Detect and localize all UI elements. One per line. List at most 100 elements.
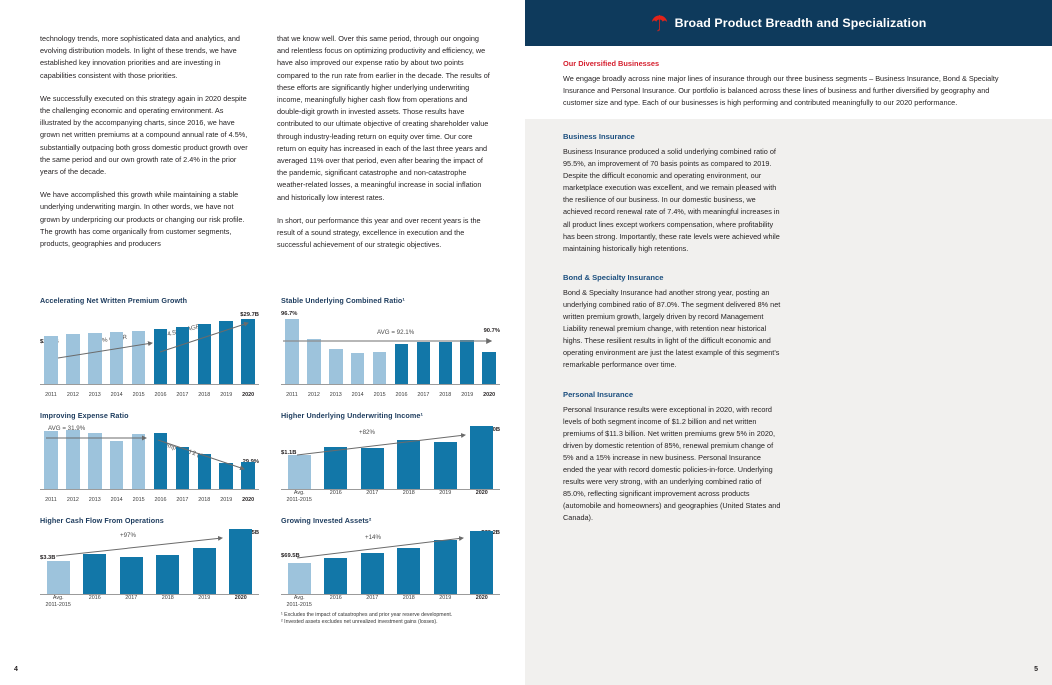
bar: [83, 554, 107, 594]
bar-slot: [128, 417, 150, 489]
start-value-label: $1.1B: [281, 450, 297, 456]
plot-area: $69.5B $79.2B +14% Avg.2011-201520162017…: [281, 530, 500, 608]
bar: [360, 448, 384, 489]
x-axis-tick-label: 2013: [88, 391, 101, 398]
x-axis-tick-label: 2020: [483, 391, 496, 398]
bar: [360, 553, 384, 594]
bar: [307, 338, 321, 384]
bar: [197, 454, 212, 489]
bar: [397, 440, 421, 489]
text-column-1: technology trends, more sophisticated da…: [40, 33, 255, 262]
bar: [324, 446, 348, 489]
x-axis-line: [40, 384, 259, 385]
bar-series: [40, 312, 259, 384]
bar-slot: [62, 417, 84, 489]
chart-title: Higher Cash Flow From Operations: [40, 516, 164, 525]
bar-slot: [412, 312, 434, 384]
bar-slot: [464, 522, 501, 594]
bar-slot: [434, 312, 456, 384]
x-axis-tick-label: 2013: [88, 496, 101, 503]
segment-text-column: Business Insurance Business Insurance pr…: [525, 119, 781, 542]
bar-slot: [40, 522, 77, 594]
bar: [153, 432, 168, 489]
bar-slot: [113, 522, 150, 594]
bar-slot: [215, 417, 237, 489]
bar-slot: [464, 417, 501, 489]
bar-slot: [62, 312, 84, 384]
x-axis-tick-label: 2018: [198, 391, 211, 398]
bar-slot: [281, 312, 303, 384]
bar-slot: [318, 417, 355, 489]
x-axis-line: [40, 489, 259, 490]
bar-series: [281, 417, 500, 489]
plot-area: $1.1B $2.0B +82% Avg.2011-20152016201720…: [281, 425, 500, 503]
bar-slot: [391, 312, 413, 384]
bar: [175, 447, 190, 489]
bar-slot: [106, 417, 128, 489]
bar-slot: [186, 522, 223, 594]
chart-row-3: Higher Cash Flow From Operations $3.3B $…: [40, 516, 500, 627]
chart-improving-expense-ratio: Improving Expense Ratio AVG = 31.9% Impr…: [40, 411, 259, 503]
bar-slot: [171, 312, 193, 384]
section-heading-bond-specialty: Bond & Specialty Insurance: [563, 272, 664, 282]
bar: [87, 432, 102, 489]
x-axis-tick-label: 2012: [307, 391, 320, 398]
right-body: Business Insurance Business Insurance pr…: [525, 119, 1052, 542]
intro-body: We engage broadly across nine major line…: [563, 74, 999, 107]
intro-heading: Our Diversified Businesses: [563, 59, 660, 68]
chart-cash-flow-operations: Higher Cash Flow From Operations $3.3B $…: [40, 516, 259, 627]
bar-slot: [354, 522, 391, 594]
paragraph: We have accomplished this growth while m…: [40, 190, 245, 249]
x-axis-tick-label: 2018: [402, 490, 415, 497]
bar-series: [40, 522, 259, 594]
x-axis-tick-label: 2018: [402, 595, 415, 602]
bar: [44, 431, 58, 489]
x-axis-line: [281, 384, 500, 385]
bar-slot: [84, 312, 106, 384]
bar: [372, 351, 387, 384]
x-axis-tick-label: 2017: [176, 391, 189, 398]
x-axis-tick-label: 2020: [242, 391, 255, 398]
x-axis-labels: Avg. 2011-2015 2016 2017 2018 2019 2020: [40, 595, 259, 608]
end-value-label: $29.7B: [240, 312, 259, 318]
x-axis-tick-label: 2019: [439, 595, 452, 602]
x-axis-tick-label: 2017: [417, 391, 430, 398]
bar: [350, 353, 365, 384]
bar: [156, 555, 180, 594]
paragraph: We successfully executed on this strateg…: [40, 93, 248, 177]
x-axis-line: [281, 489, 500, 490]
bar: [433, 540, 457, 594]
x-axis-tick-label: 2011: [45, 496, 57, 503]
x-axis-line: [40, 594, 259, 595]
bar-slot: [354, 417, 391, 489]
bar: [394, 343, 409, 384]
section-heading-business-insurance: Business Insurance: [563, 132, 635, 141]
bar: [109, 441, 124, 489]
bar: [66, 334, 80, 384]
x-axis-tick-label: 2018: [161, 595, 174, 602]
text-column-2: that we know well. Over this same period…: [277, 33, 492, 262]
x-axis-tick-label: 2016: [154, 496, 167, 503]
x-axis-tick-label: 2019: [220, 391, 233, 398]
bar: [119, 557, 143, 594]
bar: [46, 561, 70, 594]
bar-slot: [456, 312, 478, 384]
start-value-label: $69.5B: [281, 553, 300, 559]
bar-slot: [150, 522, 187, 594]
x-axis-tick-label: 2014: [110, 391, 123, 398]
bar: [131, 330, 146, 384]
x-axis-tick-label: 2020: [234, 595, 247, 602]
x-axis-labels: 2011 2012 2013 2014 2015 2016 2017 2018 2019 2020: [281, 392, 500, 398]
charts-grid: Accelerating Net Written Premium Growth …: [40, 296, 500, 640]
footnote-2: ² Invested assets excludes net unrealize…: [281, 619, 438, 626]
bar-slot: [369, 312, 391, 384]
umbrella-icon: [651, 15, 667, 32]
bar: [66, 429, 80, 489]
bar: [87, 333, 102, 384]
annotation-growth: +14%: [365, 534, 381, 541]
bar-slot: [84, 417, 106, 489]
x-axis-tick-label: 2016: [154, 391, 167, 398]
plot-area: $22.2B $29.7B +2.4% CAGR +4.5% CAGR 2011…: [40, 310, 259, 398]
bar: [287, 562, 311, 594]
